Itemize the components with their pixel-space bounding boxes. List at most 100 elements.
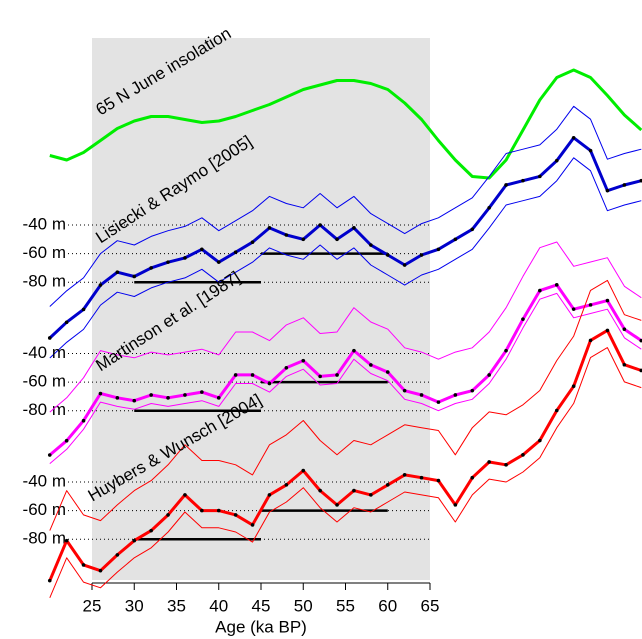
x-tick-label: 50 bbox=[294, 596, 313, 615]
x-tick-label: 65 bbox=[421, 596, 440, 615]
data-point bbox=[132, 538, 137, 543]
data-point bbox=[250, 240, 255, 244]
data-point bbox=[402, 388, 407, 393]
data-point bbox=[588, 148, 593, 153]
data-point bbox=[149, 393, 153, 397]
data-point bbox=[47, 453, 52, 457]
data-point bbox=[639, 338, 642, 343]
y-tick-label: -40 m bbox=[23, 471, 66, 490]
data-point bbox=[81, 418, 86, 423]
x-tick-label: 30 bbox=[125, 596, 144, 615]
data-point bbox=[216, 260, 221, 264]
data-point bbox=[98, 283, 103, 287]
data-point bbox=[233, 513, 238, 517]
series-line bbox=[49, 241, 642, 413]
x-tick-label: 55 bbox=[336, 596, 355, 615]
series-line bbox=[49, 292, 642, 464]
series-line bbox=[49, 347, 642, 598]
data-point bbox=[538, 438, 542, 443]
series-line bbox=[49, 157, 642, 359]
data-point bbox=[216, 396, 221, 400]
data-point bbox=[571, 307, 576, 311]
x-tick-label: 40 bbox=[209, 596, 228, 615]
data-point bbox=[385, 483, 390, 487]
data-point bbox=[166, 513, 170, 517]
data-point bbox=[166, 396, 170, 400]
data-point bbox=[352, 348, 356, 353]
data-point bbox=[402, 473, 407, 477]
data-point bbox=[267, 493, 272, 497]
data-point bbox=[622, 362, 627, 367]
data-point bbox=[183, 493, 187, 497]
data-point bbox=[149, 528, 153, 533]
data-point bbox=[335, 503, 339, 507]
data-point bbox=[487, 373, 491, 377]
data-point bbox=[301, 237, 306, 242]
data-point bbox=[64, 320, 69, 325]
data-point bbox=[571, 135, 576, 140]
data-point bbox=[436, 400, 441, 404]
y-tick-label: -80 m bbox=[23, 529, 66, 548]
data-point bbox=[98, 391, 103, 396]
data-point bbox=[200, 508, 204, 513]
data-point bbox=[369, 243, 373, 247]
data-point bbox=[200, 390, 204, 394]
data-point bbox=[250, 523, 255, 527]
data-point bbox=[436, 478, 441, 483]
data-point bbox=[554, 408, 559, 413]
data-point bbox=[521, 317, 525, 321]
data-point bbox=[318, 374, 322, 379]
data-point bbox=[166, 260, 170, 264]
series-line bbox=[49, 105, 642, 307]
y-tick-label: -80 m bbox=[23, 272, 66, 291]
data-point bbox=[385, 253, 390, 257]
data-point bbox=[470, 475, 475, 480]
series-line bbox=[48, 283, 642, 457]
data-point bbox=[588, 338, 593, 343]
x-tick-label: 60 bbox=[378, 596, 397, 615]
data-point bbox=[267, 226, 272, 230]
data-point bbox=[335, 237, 339, 242]
data-point bbox=[436, 247, 441, 252]
data-point bbox=[267, 381, 272, 386]
y-tick-label: -40 m bbox=[23, 343, 66, 362]
series-line bbox=[49, 68, 642, 180]
data-point bbox=[622, 327, 627, 331]
data-point bbox=[385, 370, 390, 374]
data-point bbox=[115, 270, 120, 274]
data-point bbox=[98, 568, 103, 573]
data-point bbox=[571, 384, 576, 388]
data-point bbox=[538, 174, 542, 179]
data-point bbox=[301, 468, 306, 473]
x-axis-title: Age (ka BP) bbox=[215, 617, 307, 636]
data-point bbox=[419, 253, 424, 257]
data-point bbox=[318, 488, 322, 493]
data-point bbox=[504, 183, 508, 187]
data-point bbox=[588, 303, 593, 307]
data-point bbox=[250, 373, 255, 377]
data-point bbox=[453, 237, 458, 242]
data-point bbox=[301, 358, 306, 363]
data-point bbox=[233, 373, 238, 377]
data-point bbox=[369, 493, 373, 497]
data-point bbox=[470, 227, 475, 232]
series-line bbox=[48, 328, 642, 582]
data-point bbox=[132, 398, 137, 403]
data-point bbox=[200, 247, 204, 252]
series-line bbox=[48, 136, 642, 340]
data-point bbox=[504, 348, 508, 353]
data-point bbox=[335, 373, 339, 377]
data-point bbox=[605, 298, 610, 303]
data-point bbox=[504, 463, 508, 467]
data-point bbox=[284, 233, 289, 237]
data-point bbox=[183, 256, 187, 260]
data-point bbox=[521, 178, 525, 183]
data-point bbox=[369, 363, 373, 367]
data-point bbox=[470, 388, 475, 393]
data-point bbox=[554, 283, 559, 287]
data-point bbox=[487, 460, 491, 464]
data-point bbox=[419, 475, 424, 480]
y-tick-label: -60 m bbox=[23, 372, 66, 391]
